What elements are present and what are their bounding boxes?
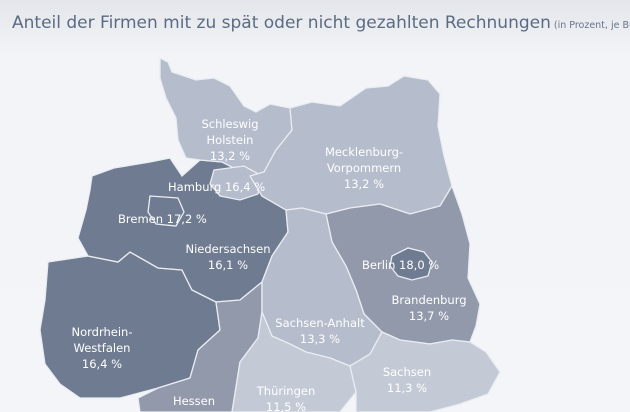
label-brandenburg: Brandenburg 13,7 % [384, 292, 474, 324]
state-hamburg [209, 165, 263, 201]
value: 11,5 % [265, 400, 307, 412]
label-schleswig-holstein: Schleswig Holstein 13,2 % [190, 116, 270, 164]
name-line1: Mecklenburg- [324, 145, 404, 159]
value: 13,2 % [343, 177, 385, 191]
state-sachsen [349, 331, 501, 412]
name: Sachsen [382, 365, 432, 379]
name-line2: Holstein [206, 133, 254, 147]
title-bar: Anteil der Firmen mit zu spät oder nicht… [0, 0, 630, 40]
value: 13,3 % [299, 332, 341, 346]
label-sachsen-anhalt: Sachsen-Anhalt 13,3 % [270, 315, 370, 347]
value: 16,1 % [207, 258, 249, 272]
name: Sachsen-Anhalt [275, 316, 365, 330]
label-niedersachsen: Niedersachsen 16,1 % [178, 241, 278, 273]
label-bremen: Bremen 17,2 % [118, 211, 207, 227]
label-nordrhein-westfalen: Nordrhein- Westfalen 16,4 % [62, 324, 142, 372]
label-hamburg: Hamburg 16,4 % [168, 179, 265, 195]
name: Bremen [118, 212, 164, 226]
name-line2: Westfalen [73, 341, 131, 355]
value: 16,4 % [224, 180, 266, 194]
name-line1: Schleswig [201, 117, 259, 131]
label-mecklenburg-vorpommern: Mecklenburg- Vorpommern 13,2 % [316, 144, 412, 192]
value: 11,3 % [386, 381, 428, 395]
label-hessen: Hessen [164, 393, 224, 409]
value: 17,2 % [166, 212, 207, 226]
value: 18,0 % [399, 258, 440, 272]
chart-subtitle: (in Prozent, je Bundesland) [553, 20, 630, 31]
label-berlin: Berlin 18,0 % [362, 257, 439, 273]
label-sachsen: Sachsen 11,3 % [372, 364, 442, 396]
name-line1: Nordrhein- [71, 325, 133, 339]
label-thueringen: Thüringen 11,5 % [250, 383, 322, 412]
chart-title: Anteil der Firmen mit zu spät oder nicht… [12, 13, 630, 33]
name: Thüringen [256, 384, 316, 398]
title-text: Anteil der Firmen mit zu spät oder nicht… [12, 13, 551, 33]
name: Niedersachsen [185, 242, 271, 256]
state-berlin [389, 247, 433, 281]
value: 13,2 % [209, 149, 251, 163]
name: Berlin [362, 258, 396, 272]
name-line2: Vorpommern [326, 161, 402, 175]
name: Hamburg [168, 180, 222, 194]
value: 16,4 % [81, 357, 123, 371]
state-bremen [147, 195, 185, 227]
name: Brandenburg [391, 293, 467, 307]
value: 13,7 % [408, 309, 450, 323]
name: Hessen [172, 394, 216, 408]
